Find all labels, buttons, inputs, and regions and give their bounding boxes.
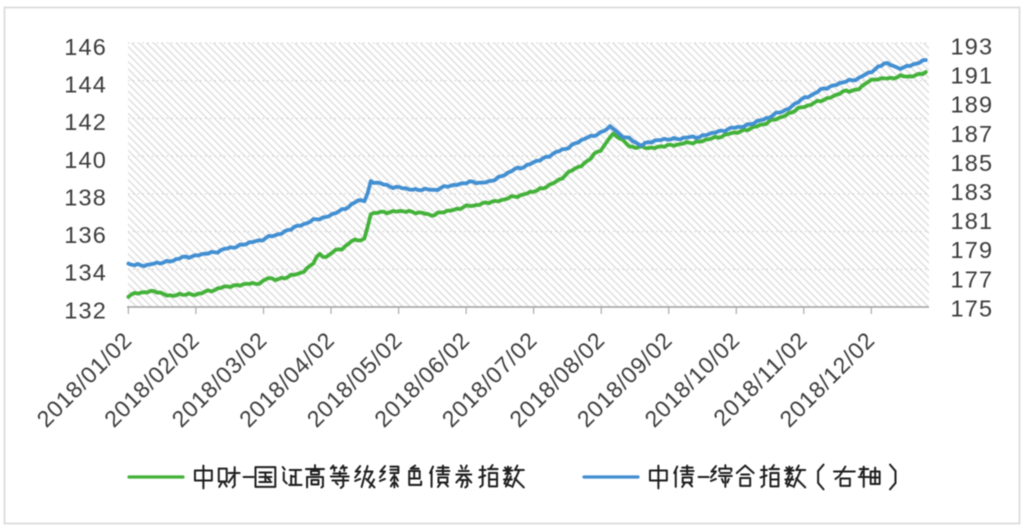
svg-text:136: 136 [64, 222, 107, 248]
svg-text:146: 146 [64, 34, 107, 60]
svg-text:191: 191 [951, 63, 994, 89]
svg-text:185: 185 [951, 150, 994, 176]
svg-text:177: 177 [951, 266, 994, 292]
svg-text:132: 132 [64, 297, 107, 323]
svg-text:193: 193 [951, 34, 994, 60]
svg-text:138: 138 [64, 185, 107, 211]
svg-text:187: 187 [951, 121, 994, 147]
svg-text:134: 134 [64, 260, 107, 286]
svg-text:140: 140 [64, 147, 107, 173]
svg-text:189: 189 [951, 92, 994, 118]
svg-text:142: 142 [64, 109, 107, 135]
svg-text:175: 175 [951, 295, 994, 321]
svg-text:179: 179 [951, 237, 994, 263]
svg-text:183: 183 [951, 179, 994, 205]
svg-text:181: 181 [951, 208, 994, 234]
svg-text:144: 144 [64, 72, 107, 98]
